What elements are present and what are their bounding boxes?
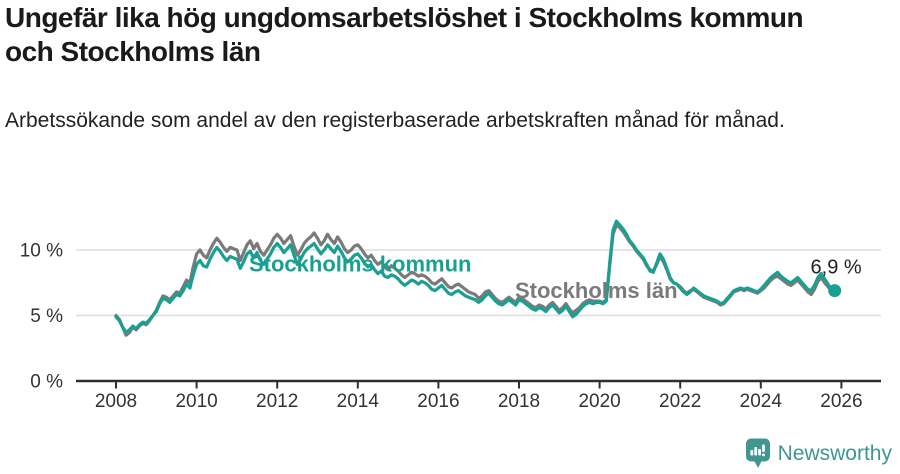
newsworthy-brand-text: Newsworthy <box>777 441 892 465</box>
unemployment-line-chart: 0 %5 %10 % 2008 2010 2012 2014 2016 2018 2020 2… <box>20 219 881 412</box>
x-axis-tick-label: 2010 <box>175 391 217 412</box>
kommun-line <box>114 219 837 335</box>
series-label: Stockholms län <box>515 278 678 303</box>
lan-line <box>114 223 837 337</box>
series-label: Stockholms kommun <box>249 252 471 277</box>
page-title: Ungefär lika hög ungdomsarbetslöshet i S… <box>5 2 804 67</box>
x-axis: 2008 2010 2012 2014 2016 2018 2020 2022 2024 2026 <box>76 379 881 412</box>
y-axis-tick-label: 5 % <box>30 306 63 327</box>
latest-value-label: 6,9 % <box>811 257 862 279</box>
x-axis-tick-label: 2026 <box>820 391 862 412</box>
latest-value-dot <box>828 284 842 298</box>
x-axis-tick-label: 2020 <box>578 391 620 412</box>
y-axis-tick-label: 0 % <box>30 372 63 393</box>
x-axis-tick-label: 2016 <box>417 391 459 412</box>
x-axis-tick-label: 2008 <box>95 391 137 412</box>
newsworthy-bubble-chart-icon <box>745 438 770 468</box>
x-axis-tick-label: 2022 <box>659 391 701 412</box>
x-axis-tick-label: 2014 <box>337 391 380 412</box>
x-axis-tick-label: 2012 <box>256 391 298 412</box>
y-axis-tick-label: 10 % <box>20 241 63 262</box>
newsworthy-logo: Newsworthy <box>745 438 892 469</box>
chart-labels: Stockholms kommun Stockholms län 6,9 % <box>249 252 862 303</box>
chart-subtitle: Arbetssökande som andel av den registerb… <box>5 109 785 132</box>
x-axis-tick-label: 2024 <box>740 391 783 412</box>
chart-series <box>114 219 837 337</box>
x-axis-tick-label: 2018 <box>498 391 540 412</box>
